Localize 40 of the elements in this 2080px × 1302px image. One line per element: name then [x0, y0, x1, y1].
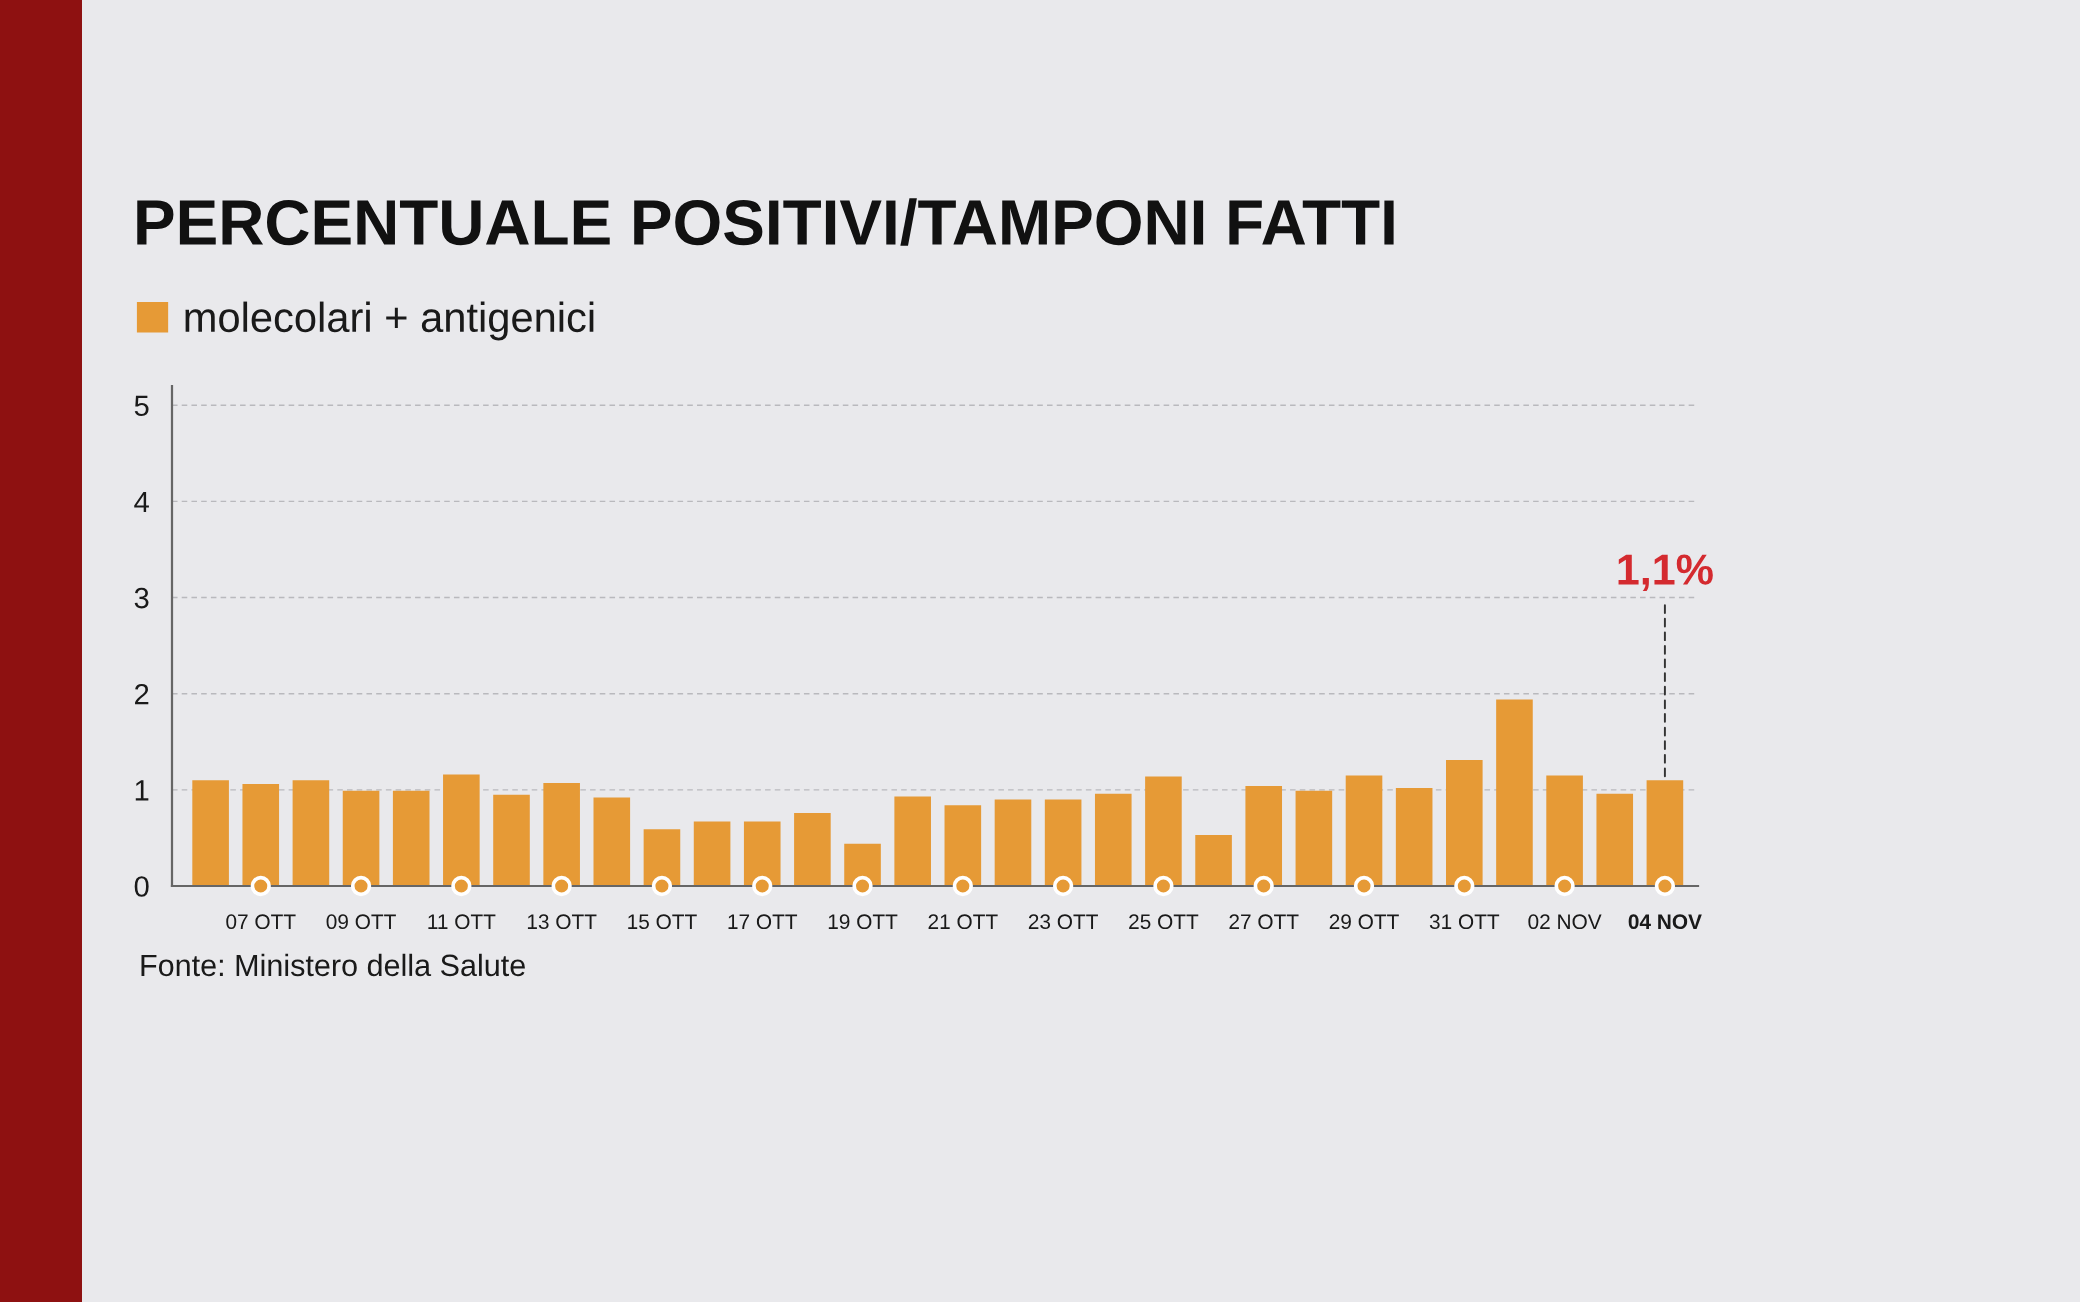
x-tick-label: 27 OTT: [1229, 914, 1299, 930]
x-tick-label: 09 OTT: [326, 914, 396, 930]
x-tick-label: 15 OTT: [628, 914, 697, 930]
bar: [1295, 790, 1333, 886]
y-tick-label: 0: [134, 876, 149, 897]
bar: [794, 812, 831, 886]
bar: [1496, 699, 1533, 886]
bar: [994, 799, 1032, 886]
bar: [894, 796, 931, 886]
x-tick-label: 04 NOV: [1628, 914, 1702, 930]
x-tick-label: 25 OTT: [1129, 914, 1199, 930]
bar: [1395, 787, 1433, 886]
bar: [1596, 793, 1634, 886]
x-tick-label: 02 NOV: [1528, 914, 1602, 930]
source-note: Fonte: Ministero della Salute: [141, 953, 525, 977]
x-tick-label: 19 OTT: [828, 914, 898, 930]
x-tick-label: 23 OTT: [1028, 914, 1098, 930]
bar: [1195, 835, 1232, 886]
bar: [192, 780, 229, 886]
legend-label: molecolari + antigenici: [185, 301, 594, 341]
bar: [493, 794, 530, 886]
chart-title: PERCENTUALE POSITIVI/TAMPONI FATTI: [137, 198, 1394, 246]
bar: [593, 797, 631, 886]
bar: [292, 780, 330, 886]
y-tick-label: 2: [135, 683, 149, 705]
x-tick-label: 17 OTT: [728, 914, 798, 930]
data-label: 1,1%: [1618, 554, 1713, 592]
x-tick-label: 07 OTT: [226, 914, 296, 930]
y-tick-label: 5: [134, 395, 149, 417]
x-tick-label: 31 OTT: [1429, 914, 1500, 930]
y-tick-label: 4: [134, 491, 149, 512]
y-tick-label: 3: [134, 587, 149, 609]
bar: [392, 790, 430, 886]
x-tick-label: 11 OTT: [428, 914, 496, 930]
x-tick-label: 21 OTT: [928, 914, 998, 930]
bar: [693, 821, 731, 886]
x-tick-label: 13 OTT: [527, 914, 597, 930]
x-tick-label: 29 OTT: [1329, 914, 1399, 930]
y-tick-label: 1: [135, 780, 149, 801]
bar: [1094, 793, 1132, 886]
